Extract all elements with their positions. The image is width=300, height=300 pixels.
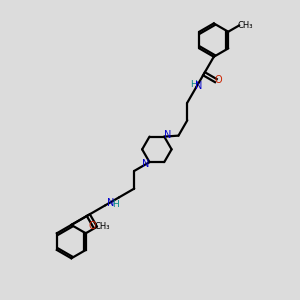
Text: O: O [88, 221, 96, 231]
Text: N: N [164, 130, 172, 140]
Text: N: N [106, 198, 114, 208]
Text: CH₃: CH₃ [237, 21, 253, 30]
Text: H: H [112, 200, 118, 209]
Text: H: H [190, 80, 196, 89]
Text: CH₃: CH₃ [95, 222, 110, 231]
Text: N: N [195, 81, 203, 92]
Text: O: O [214, 75, 222, 85]
Text: N: N [142, 159, 149, 169]
